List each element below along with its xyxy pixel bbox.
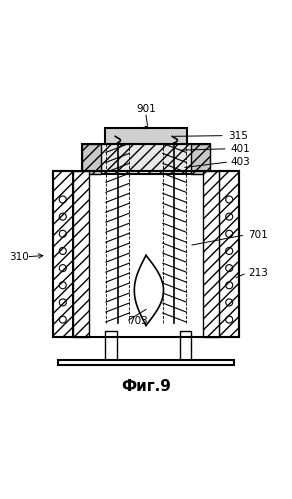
Bar xyxy=(219,171,239,337)
Text: 703: 703 xyxy=(128,316,148,326)
Text: 901: 901 xyxy=(136,104,156,114)
Bar xyxy=(53,171,239,337)
Text: 310: 310 xyxy=(9,252,29,262)
Text: 401: 401 xyxy=(231,144,251,154)
Bar xyxy=(180,331,191,360)
Bar xyxy=(73,171,89,337)
Text: 403: 403 xyxy=(231,157,251,167)
Text: 213: 213 xyxy=(248,268,268,278)
Bar xyxy=(105,331,117,360)
Text: 701: 701 xyxy=(248,230,268,240)
Bar xyxy=(82,144,101,174)
Bar xyxy=(105,128,187,144)
Text: 315: 315 xyxy=(228,131,248,141)
Bar xyxy=(203,171,219,337)
Bar xyxy=(58,360,234,365)
Text: Фиг.9: Фиг.9 xyxy=(121,379,171,394)
Bar xyxy=(82,144,210,174)
Bar xyxy=(191,144,210,174)
Bar xyxy=(53,171,73,337)
